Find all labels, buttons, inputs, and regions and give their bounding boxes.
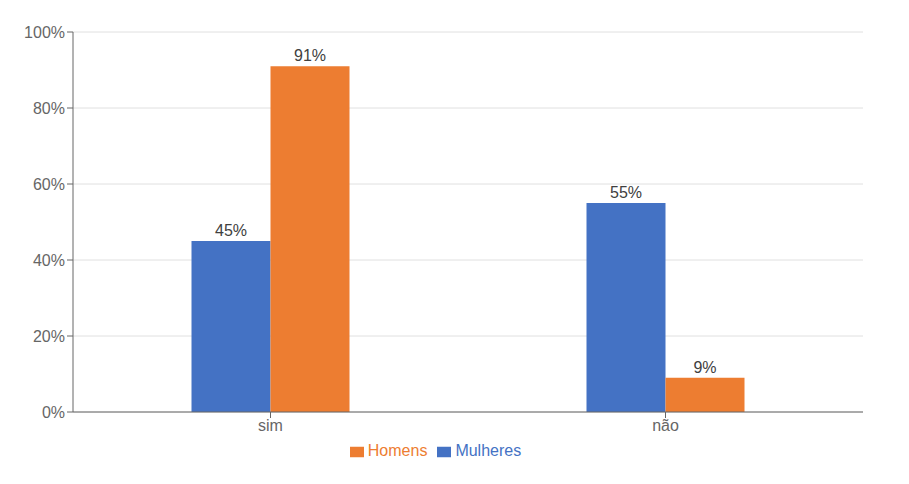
svg-text:55%: 55% (610, 184, 642, 201)
svg-text:40%: 40% (33, 252, 65, 269)
svg-text:80%: 80% (33, 100, 65, 117)
svg-text:não: não (652, 417, 679, 434)
svg-text:9%: 9% (693, 359, 716, 376)
svg-text:sim: sim (258, 417, 283, 434)
svg-text:20%: 20% (33, 328, 65, 345)
svg-text:91%: 91% (294, 47, 326, 64)
html-text:Mulheres: Mulheres (455, 442, 522, 459)
svg-text:100%: 100% (24, 24, 65, 41)
svg-text:60%: 60% (33, 176, 65, 193)
html-text:Homens: Homens (367, 442, 428, 459)
svg-text:0%: 0% (42, 404, 65, 421)
svg-text:45%: 45% (215, 222, 247, 239)
